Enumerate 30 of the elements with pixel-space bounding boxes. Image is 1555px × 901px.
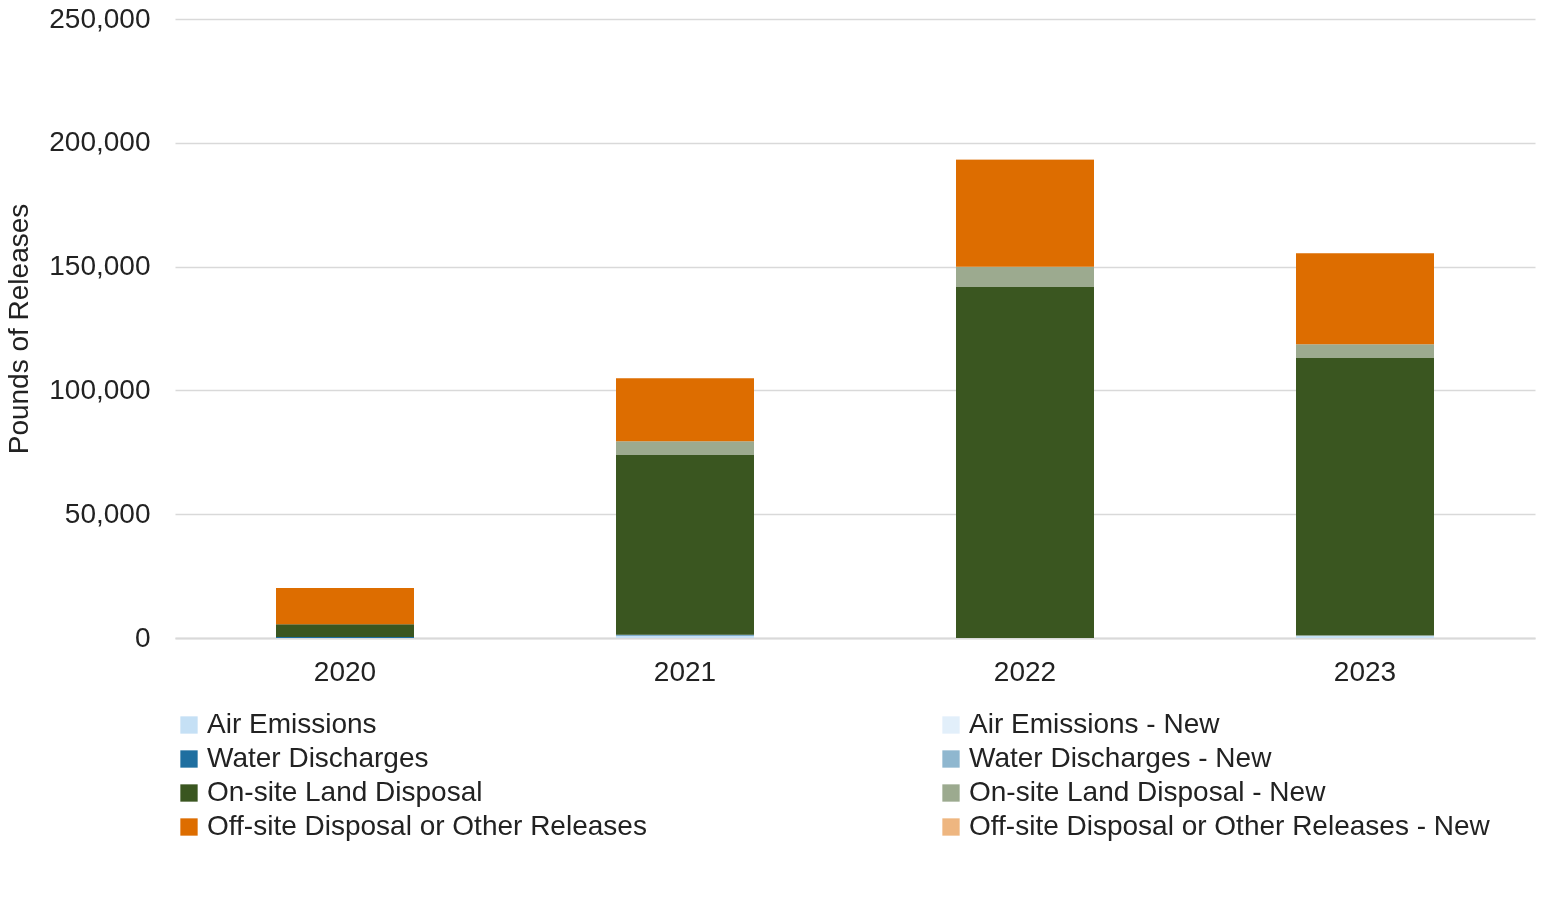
y-tick-label: 0 <box>134 621 151 653</box>
legend-label: Air Emissions - New <box>969 708 1221 739</box>
bar <box>956 266 1094 287</box>
x-tick-label: 2023 <box>1333 655 1397 687</box>
bar <box>1296 357 1434 636</box>
bar <box>276 624 414 638</box>
bar <box>956 159 1094 267</box>
x-tick-label: 2020 <box>313 655 377 687</box>
x-tick-label: 2022 <box>993 655 1057 687</box>
bar <box>956 286 1094 638</box>
bar <box>616 378 754 442</box>
legend-label: Water Discharges - New <box>969 742 1273 773</box>
legend-label: Air Emissions <box>207 708 377 739</box>
y-tick-label: 150,000 <box>49 250 151 282</box>
y-tick-label: 200,000 <box>49 126 151 158</box>
bar <box>616 455 754 635</box>
bar <box>1296 253 1434 345</box>
bar <box>616 441 754 456</box>
legend-label: On-site Land Disposal <box>207 776 483 807</box>
y-tick-label: 50,000 <box>64 497 151 529</box>
legend-label: On-site Land Disposal - New <box>969 776 1327 807</box>
bar <box>1296 344 1434 358</box>
y-tick-label: 250,000 <box>49 2 151 34</box>
y-axis-title: Pounds of Releases <box>3 203 35 455</box>
x-tick-label: 2021 <box>653 655 717 687</box>
legend-label: Off-site Disposal or Other Releases <box>207 810 647 841</box>
bar <box>276 587 414 625</box>
legend-label: Water Discharges <box>207 742 429 773</box>
legend-label: Off-site Disposal or Other Releases - New <box>969 810 1491 841</box>
y-tick-label: 100,000 <box>49 373 151 405</box>
